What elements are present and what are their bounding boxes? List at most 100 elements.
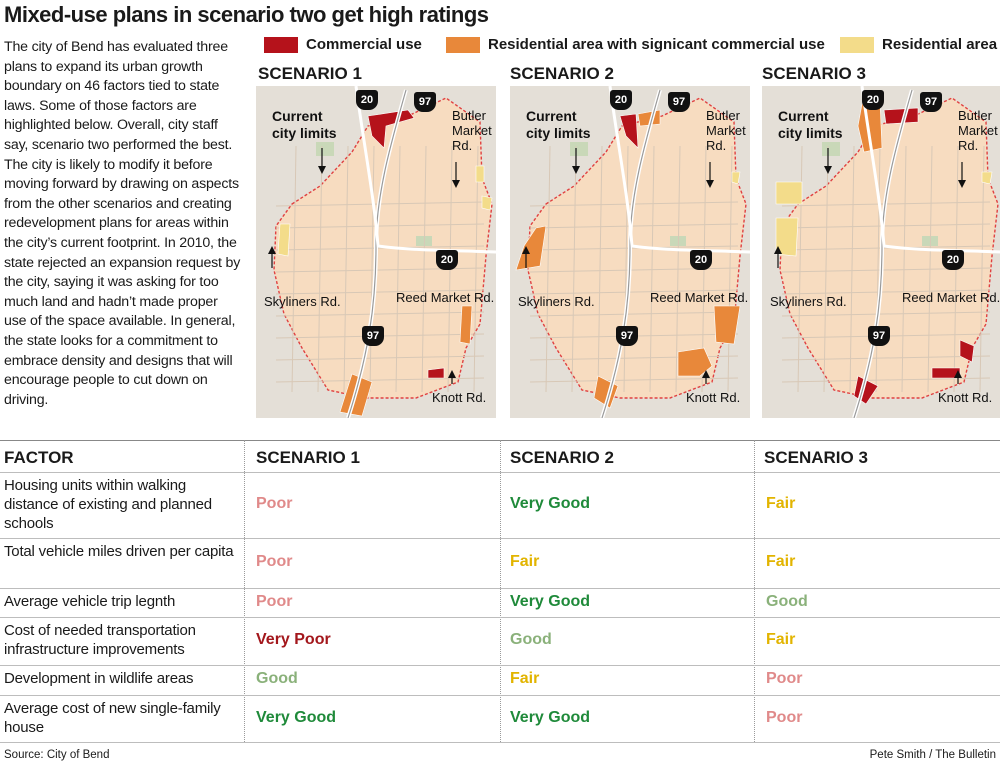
- zone-area: [367, 109, 415, 149]
- map-label-line: Skyliners Rd.: [770, 294, 847, 309]
- zone-area: [515, 225, 547, 271]
- highway-20-shield-icon: 20: [690, 250, 712, 270]
- factor-label: Housing units within walking distance of…: [4, 477, 212, 532]
- factor-label: Total vehicle miles driven per capita: [4, 543, 234, 560]
- arrow-head: [318, 166, 326, 174]
- scenario-1-map: Current city limits Butler Market Rd. Skyline…: [256, 86, 496, 418]
- rating-scenario-1: Very Good: [256, 708, 337, 726]
- rating-scenario-2: Fair: [510, 670, 540, 687]
- city-limits-label: Current city limits: [272, 108, 337, 142]
- street-line: [597, 145, 603, 393]
- map-label-line: Market: [706, 123, 746, 138]
- highway-97-edge: [601, 89, 661, 418]
- zone-area: [959, 339, 975, 363]
- arrow-head: [702, 370, 710, 378]
- legend-label: Commercial use: [306, 36, 422, 53]
- street-line: [781, 355, 991, 361]
- highway-97-shield-icon: 97: [668, 92, 690, 112]
- rating-scenario-3: Poor: [766, 670, 803, 687]
- street-line: [275, 245, 485, 251]
- rating-scenario-3: Fair: [766, 553, 796, 570]
- zone-area: [277, 223, 291, 257]
- highway-97-shield-icon: 97: [616, 326, 638, 346]
- street-line: [875, 145, 881, 393]
- row-divider: [0, 538, 1000, 539]
- street-line: [343, 145, 349, 393]
- rating-scenario-3: Fair: [766, 631, 796, 648]
- zone-area: [427, 367, 445, 379]
- rating-scenario-1: Very Poor: [256, 631, 331, 648]
- intro-paragraph: The city of Bend has evaluated three pla…: [4, 39, 241, 408]
- column-divider: [754, 440, 755, 742]
- street-line: [927, 145, 933, 393]
- map-label-line: Skyliners Rd.: [518, 294, 595, 309]
- skyliners-label: Skyliners Rd.: [264, 294, 341, 309]
- street-line: [369, 145, 375, 393]
- map-label-line: Reed Market Rd.: [650, 290, 749, 305]
- arrow-head: [268, 246, 276, 254]
- zone-area: [481, 195, 493, 211]
- map-label-line: Reed Market Rd.: [902, 290, 1000, 305]
- street-line: [649, 145, 655, 393]
- row-divider: [0, 695, 1000, 696]
- street-line: [781, 245, 991, 251]
- rating-scenario-2: Very Good: [510, 495, 591, 512]
- zone-area: [981, 171, 993, 185]
- park-patch: [570, 142, 588, 156]
- header-scenario-3: SCENARIO 3: [764, 448, 868, 467]
- map-label-line: Rd.: [958, 138, 979, 153]
- rating-scenario-3: Good: [766, 592, 808, 610]
- rating-scenario-2: Very Good: [510, 592, 591, 610]
- zone-area: [731, 171, 741, 185]
- street-line: [421, 145, 427, 393]
- row-divider: [0, 472, 1000, 473]
- street-line: [529, 223, 739, 229]
- street-line: [275, 223, 485, 229]
- header-scenario-2: SCENARIO 2: [510, 448, 614, 467]
- rating-scenario-1: Poor: [256, 592, 293, 610]
- rating-scenario-2: Very Good: [510, 708, 591, 726]
- factor-label: Average cost of new single-family house: [4, 700, 221, 736]
- zone-area: [713, 305, 741, 345]
- knott-label: Knott Rd.: [938, 390, 992, 405]
- source-note: Source: City of Bend: [4, 749, 110, 761]
- street-line: [781, 223, 991, 229]
- rating-scenario-3: Poor: [766, 708, 803, 726]
- page-title: Mixed-use plans in scenario two get high…: [4, 2, 489, 27]
- street-line: [473, 145, 479, 393]
- zone-area: [883, 107, 919, 125]
- map-graphic: [762, 86, 1000, 418]
- rating-scenario-1: Poor: [256, 553, 293, 570]
- highway-97-edge: [853, 89, 913, 418]
- residential-swatch: [840, 36, 874, 53]
- map-label-line: Market: [452, 123, 492, 138]
- column-divider: [500, 440, 501, 742]
- header-scenario-1: SCENARIO 1: [256, 448, 360, 467]
- map-title-scenario-3: SCENARIO 3: [762, 64, 866, 83]
- street-line: [901, 145, 907, 393]
- map-label-line: Rd.: [706, 138, 727, 153]
- street-line: [849, 145, 855, 393]
- map-label-line: city limits: [778, 125, 843, 141]
- arrow-head: [706, 180, 714, 188]
- zone-area: [459, 305, 473, 345]
- row-divider: [0, 617, 1000, 618]
- rating-scenario-3: Fair: [766, 495, 796, 512]
- city-limits-label: Current city limits: [778, 108, 843, 142]
- street-line: [727, 145, 733, 393]
- map-label-line: Butler: [706, 108, 740, 123]
- map-label-line: Rd.: [452, 138, 473, 153]
- scenario-3-map: Current city limits Butler Market Rd. Skyline…: [762, 86, 1000, 418]
- skyliners-label: Skyliners Rd.: [770, 294, 847, 309]
- highway-97-edge: [347, 89, 407, 418]
- map-label-line: Butler: [452, 108, 486, 123]
- arrow-head: [774, 246, 782, 254]
- butler-market-label: Butler Market Rd.: [958, 108, 998, 153]
- highway-97-shield-icon: 97: [362, 326, 384, 346]
- reed-market-label: Reed Market Rd.: [902, 290, 1000, 305]
- map-label-line: Knott Rd.: [686, 390, 741, 405]
- map-label-line: Reed Market Rd.: [396, 290, 495, 305]
- legend-commercial: Commercial use: [264, 36, 422, 53]
- arrow-head: [452, 180, 460, 188]
- zone-area: [775, 181, 803, 205]
